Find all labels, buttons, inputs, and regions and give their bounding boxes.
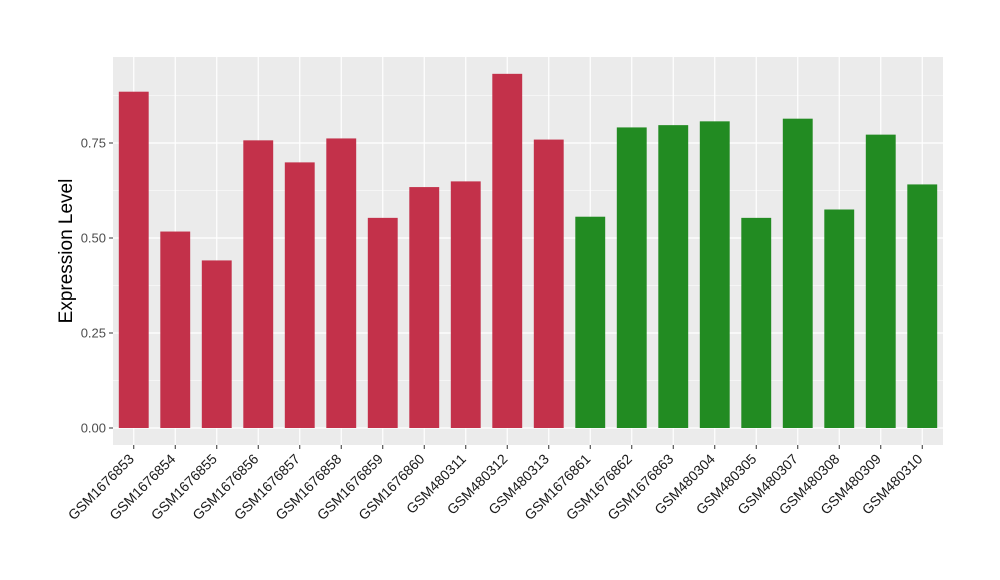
bar-GSM1676862 [616, 127, 647, 429]
bar-GSM480311 [450, 181, 481, 428]
bar-GSM480313 [533, 139, 564, 428]
bar-GSM480305 [741, 217, 772, 428]
bar-GSM480310 [907, 184, 938, 428]
bar-GSM480308 [824, 209, 855, 428]
plot-panel [113, 57, 943, 445]
bar-GSM480309 [865, 134, 896, 428]
y-tick-label: 0.00 [81, 421, 106, 436]
bar-GSM1676861 [575, 216, 606, 428]
bar-GSM1676854 [160, 231, 191, 428]
y-tick-label: 0.50 [81, 231, 106, 246]
bar-GSM1676860 [409, 187, 440, 428]
bar-GSM1676856 [243, 140, 274, 428]
bar-GSM1676858 [326, 138, 357, 428]
bar-GSM1676863 [658, 125, 689, 428]
y-axis-title: Expression Level [56, 179, 77, 324]
bar-GSM480312 [492, 73, 523, 428]
bar-GSM1676855 [201, 260, 232, 428]
y-axis: 0.00 0.25 0.50 0.75 [81, 136, 113, 436]
x-axis: GSM1676853GSM1676854GSM1676855GSM1676856… [65, 445, 926, 523]
bar-GSM1676859 [367, 217, 398, 428]
y-tick-label: 0.25 [81, 326, 106, 341]
bar-GSM480307 [782, 118, 813, 429]
y-tick-label: 0.75 [81, 136, 106, 151]
bar-GSM1676853 [118, 91, 149, 428]
bars-group [118, 73, 938, 429]
bar-GSM480304 [699, 121, 730, 428]
bar-GSM1676857 [284, 162, 315, 428]
